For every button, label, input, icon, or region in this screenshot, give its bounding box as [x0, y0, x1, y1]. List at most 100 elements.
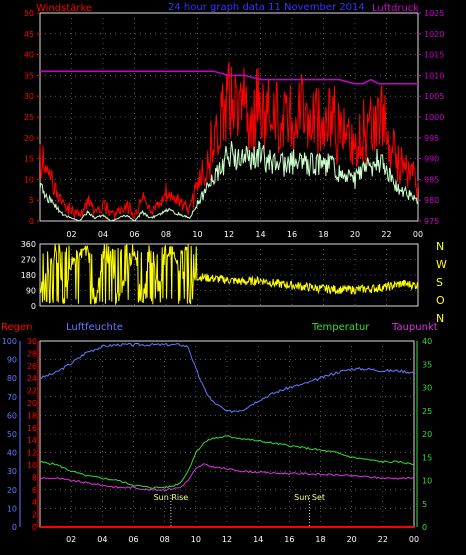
temperature-tick-label: 40: [422, 337, 432, 346]
y-tick-label: 35: [24, 71, 34, 80]
y-tick-label: 0: [31, 302, 36, 311]
wind-average-line: [39, 141, 419, 222]
y2-tick-label: 1015: [424, 51, 444, 60]
x-tick-label: 22: [378, 535, 388, 544]
y2-tick-label: 1025: [424, 9, 444, 18]
x-tick-label: 14: [255, 230, 265, 239]
x-tick-label: 08: [161, 230, 171, 239]
compass-label: N: [436, 240, 444, 253]
humidity-tick-label: 100: [2, 337, 17, 346]
temperature-tick-label: 20: [422, 430, 432, 439]
chart-title: 24 hour graph data 11 November 2014: [168, 2, 365, 13]
wind-gust-line: [39, 61, 419, 220]
sun-marker-label: Sun Set: [294, 493, 325, 502]
x-tick-label: 06: [128, 535, 138, 544]
y-tick-label: 10: [24, 175, 34, 184]
y-tick-label: 50: [24, 9, 34, 18]
luftfeuchte-label: Luftfeuchte: [66, 322, 123, 333]
temperature-tick-label: 15: [422, 453, 432, 462]
rain-tick-label: 0: [32, 523, 37, 532]
plot-frame: [39, 12, 419, 222]
y-tick-label: 40: [24, 51, 34, 60]
x-tick-label: 20: [350, 230, 360, 239]
temperature-tick-label: 10: [422, 477, 432, 486]
y2-tick-label: 985: [424, 175, 439, 184]
humidity-tick-label: 80: [7, 374, 17, 383]
wind-direction-line: [39, 243, 419, 306]
rain-tick-label: 20: [27, 399, 37, 408]
y-tick-label: 0: [29, 217, 34, 226]
rain-tick-label: 6: [32, 486, 37, 495]
rain-tick-label: 24: [27, 374, 37, 383]
humidity-tick-label: 20: [7, 486, 17, 495]
y-tick-label: 270: [21, 256, 36, 265]
humidity-tick-label: 0: [12, 523, 17, 532]
x-tick-label: 04: [97, 535, 107, 544]
x-tick-label: 08: [160, 535, 170, 544]
temperature-tick-label: 35: [422, 360, 432, 369]
y2-tick-label: 975: [424, 217, 439, 226]
x-tick-label: 14: [253, 535, 263, 544]
compass-label: S: [436, 276, 443, 289]
temperature-tick-label: 25: [422, 407, 432, 416]
y2-tick-label: 1010: [424, 71, 444, 80]
y-tick-label: 25: [24, 113, 34, 122]
x-tick-label: 06: [129, 230, 139, 239]
regen-label: Regen: [1, 322, 33, 333]
y2-tick-label: 1000: [424, 113, 444, 122]
x-tick-label: 18: [315, 535, 325, 544]
x-tick-label: 12: [222, 535, 232, 544]
y-tick-label: 30: [24, 92, 34, 101]
y2-tick-label: 990: [424, 155, 439, 164]
x-tick-label: 10: [191, 535, 201, 544]
rain-tick-label: 22: [27, 387, 37, 396]
x-tick-label: 20: [347, 535, 357, 544]
rain-tick-label: 4: [32, 498, 37, 507]
temperatur-label: Temperatur: [311, 322, 370, 333]
x-tick-label: 04: [98, 230, 108, 239]
rain-tick-label: 2: [32, 511, 37, 520]
y-tick-label: 360: [21, 240, 36, 249]
x-tick-label: 12: [224, 230, 234, 239]
temperature-tick-label: 5: [422, 500, 427, 509]
y-tick-label: 5: [29, 196, 34, 205]
humidity-tick-label: 10: [7, 504, 17, 513]
rain-tick-label: 18: [27, 411, 37, 420]
x-tick-label: 00: [413, 230, 423, 239]
rain-tick-label: 12: [27, 449, 37, 458]
x-tick-label: 16: [284, 535, 294, 544]
temperature-tick-label: 30: [422, 384, 432, 393]
compass-label: W: [436, 258, 447, 271]
y2-tick-label: 995: [424, 134, 439, 143]
humidity-tick-label: 90: [7, 356, 17, 365]
rain-tick-label: 28: [27, 349, 37, 358]
y-tick-label: 90: [26, 287, 36, 296]
humidity-tick-label: 60: [7, 411, 17, 420]
x-tick-label: 02: [66, 230, 76, 239]
humidity-tick-label: 50: [7, 430, 17, 439]
wind-pressure-panel: 24 hour graph data 11 November 2014 Winds…: [24, 2, 445, 239]
x-tick-label: 02: [66, 535, 76, 544]
humidity-tick-label: 70: [7, 393, 17, 402]
x-tick-label: 22: [381, 230, 391, 239]
x-tick-label: 18: [318, 230, 328, 239]
y2-tick-label: 980: [424, 196, 439, 205]
rain-tick-label: 8: [32, 473, 37, 482]
humidity-tick-label: 40: [7, 449, 17, 458]
left-axis-label: Windstärke: [36, 3, 92, 14]
temperature-tick-label: 0: [422, 523, 427, 532]
temperatur-line: [39, 435, 415, 489]
taupunkt-line: [39, 463, 415, 492]
x-tick-label: 10: [192, 230, 202, 239]
y-tick-label: 180: [21, 271, 36, 280]
luftfeuchte-line: [39, 342, 415, 414]
taupunkt-label: Taupunkt: [391, 322, 438, 333]
compass-label: O: [436, 294, 445, 307]
rain-tick-label: 10: [27, 461, 37, 470]
humidity-tick-label: 30: [7, 467, 17, 476]
sun-marker-label: Sun Rise: [154, 493, 189, 502]
right-axis-label: Luftdruck: [372, 3, 419, 14]
compass-label: N: [436, 312, 444, 325]
x-tick-label: 16: [287, 230, 297, 239]
